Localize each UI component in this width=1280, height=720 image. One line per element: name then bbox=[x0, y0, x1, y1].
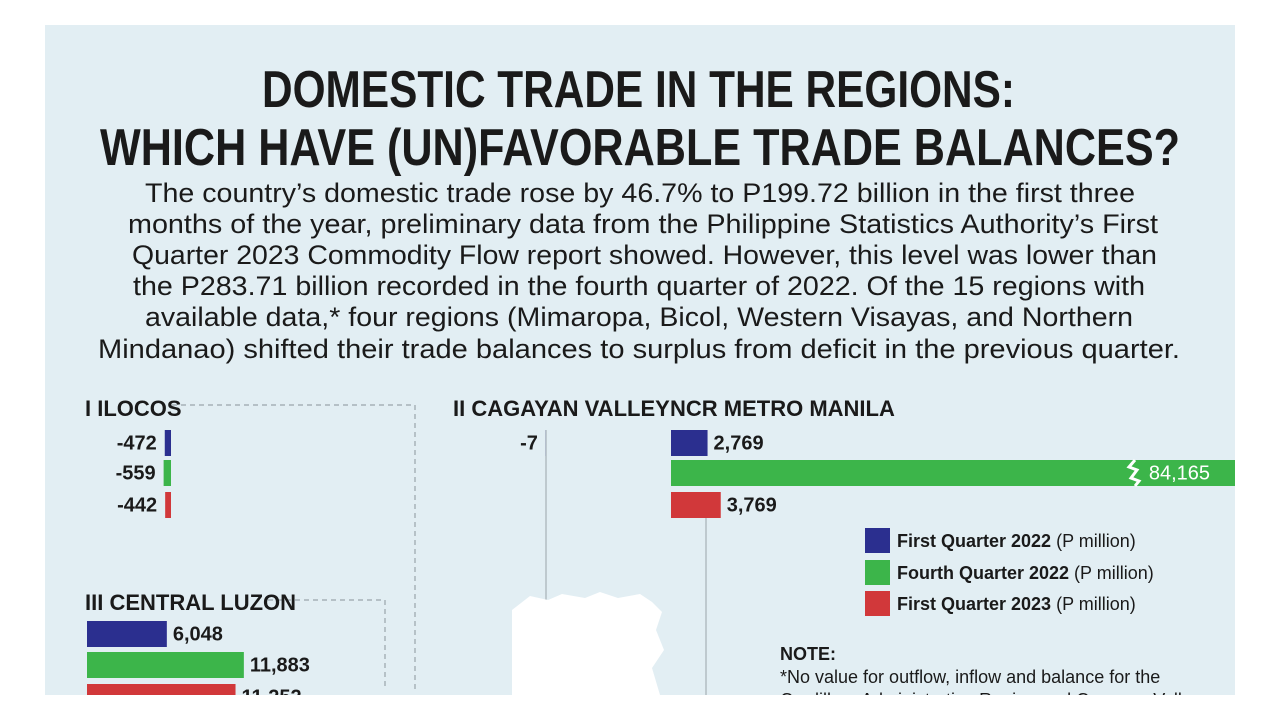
region-name: NCR METRO MANILA bbox=[670, 396, 895, 421]
region-name: III CENTRAL LUZON bbox=[85, 590, 296, 615]
legend-swatch bbox=[865, 591, 890, 616]
subtitle-line: months of the year, preliminary data fro… bbox=[128, 209, 1159, 239]
value-label: -472 bbox=[117, 432, 157, 454]
bar bbox=[671, 430, 708, 456]
region-name: II CAGAYAN VALLEY bbox=[453, 396, 670, 421]
bar bbox=[671, 460, 1235, 486]
legend-unit: (P million) bbox=[1056, 531, 1136, 551]
value-label: 6,048 bbox=[173, 623, 223, 645]
legend-unit: (P million) bbox=[1074, 563, 1154, 583]
legend-label: First Quarter 2022 bbox=[897, 531, 1051, 551]
value-label: 3,769 bbox=[727, 494, 777, 516]
value-label: -7 bbox=[520, 432, 538, 454]
divider bbox=[172, 404, 416, 690]
legend-swatch bbox=[865, 528, 890, 553]
bar bbox=[87, 684, 236, 695]
bar bbox=[87, 621, 167, 647]
map-shape bbox=[512, 592, 664, 695]
value-label: 11,252 bbox=[242, 686, 302, 708]
region-name: I ILOCOS bbox=[85, 396, 182, 421]
legend-unit: (P million) bbox=[1056, 594, 1136, 614]
legend-entry: First Quarter 2023 (P million) bbox=[897, 594, 1136, 614]
title-line: DOMESTIC TRADE IN THE REGIONS: bbox=[262, 61, 1015, 119]
legend-entry: Fourth Quarter 2022 (P million) bbox=[897, 563, 1154, 583]
subtitle-line: Quarter 2023 Commodity Flow report showe… bbox=[132, 240, 1157, 270]
subtitle-line: available data,* four regions (Mimaropa,… bbox=[145, 302, 1133, 332]
divider bbox=[268, 599, 386, 690]
value-label: 2,769 bbox=[714, 432, 764, 454]
legend-label: First Quarter 2023 bbox=[897, 594, 1051, 614]
subtitle-line: the P283.71 billion recorded in the four… bbox=[133, 271, 1145, 301]
value-label: -442 bbox=[117, 494, 157, 516]
content: DOMESTIC TRADE IN THE REGIONS: WHICH HAV… bbox=[85, 61, 1235, 710]
note-heading: NOTE: bbox=[780, 644, 836, 664]
title-line: WHICH HAVE (UN)FAVORABLE TRADE BALANCES? bbox=[100, 119, 1180, 177]
legend-label: Fourth Quarter 2022 bbox=[897, 563, 1069, 583]
bar bbox=[87, 652, 244, 678]
subtitle-line: Mindanao) shifted their trade balances t… bbox=[98, 334, 1180, 364]
value-label: -559 bbox=[116, 462, 156, 484]
bar bbox=[164, 430, 171, 456]
axis-break bbox=[1126, 459, 1142, 487]
legend-swatch bbox=[865, 560, 890, 585]
subtitle-line: The country’s domestic trade rose by 46.… bbox=[145, 178, 1135, 208]
bar bbox=[671, 492, 721, 518]
bar bbox=[165, 492, 171, 518]
note-line: *No value for outflow, inflow and balanc… bbox=[780, 667, 1160, 687]
legend-entry: First Quarter 2022 (P million) bbox=[897, 531, 1136, 551]
note-line: Cordillera Administrative Region and Cag… bbox=[780, 690, 1201, 710]
value-label: 84,165 bbox=[1149, 462, 1210, 484]
value-label: 11,883 bbox=[250, 654, 310, 676]
panel bbox=[45, 25, 1235, 695]
bar bbox=[163, 460, 171, 486]
